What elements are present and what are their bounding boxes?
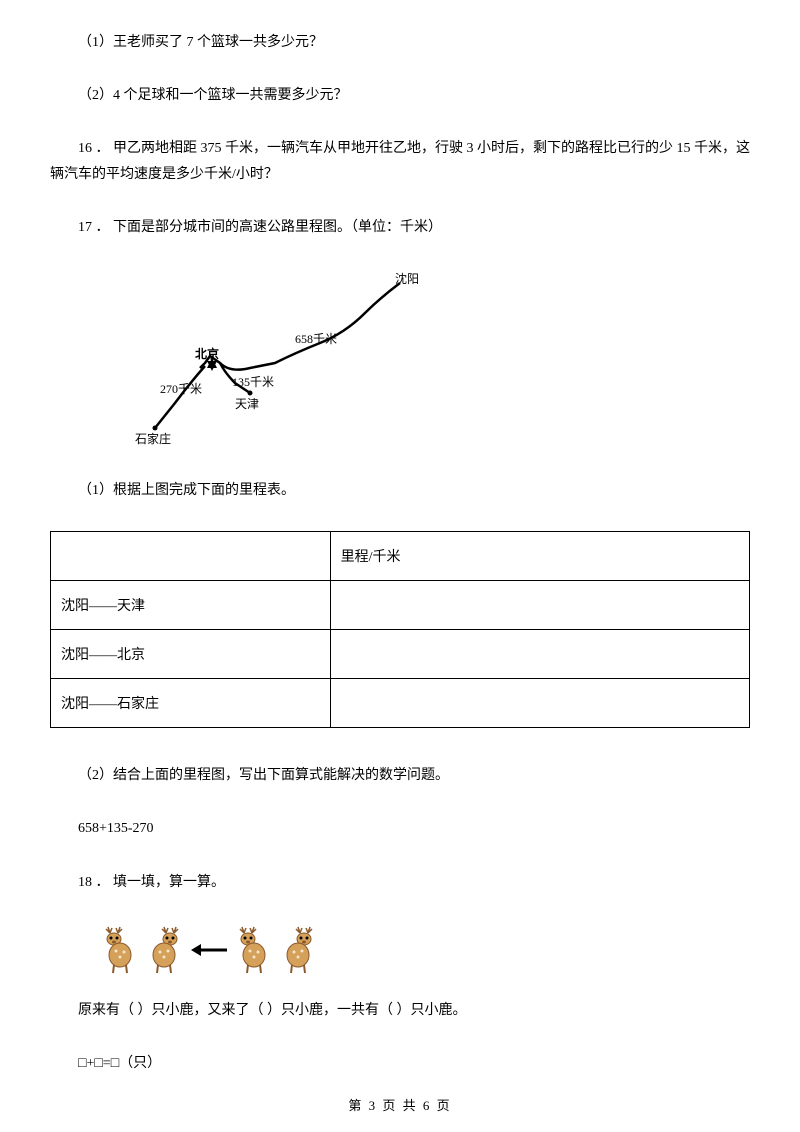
table-value-2 — [330, 630, 749, 679]
deer-illustration — [100, 923, 750, 978]
map-label-shijiazhuang: 石家庄 — [135, 431, 171, 446]
table-value-3 — [330, 679, 749, 728]
deer-icon — [142, 925, 184, 975]
box-equation: □+□=□（只） — [50, 1051, 750, 1076]
table-row: 沈阳——北京 — [51, 630, 750, 679]
question-sub-2: （2）4 个足球和一个篮球一共需要多少元？ — [50, 83, 750, 108]
map-label-shenyang: 沈阳 — [395, 271, 419, 286]
table-route-3: 沈阳——石家庄 — [51, 679, 331, 728]
table-row: 沈阳——天津 — [51, 581, 750, 630]
table-route-2: 沈阳——北京 — [51, 630, 331, 679]
mileage-table: 里程/千米 沈阳——天津 沈阳——北京 沈阳——石家庄 — [50, 531, 750, 728]
deer-icon — [100, 925, 142, 975]
map-path-beijing-shijiazhuang — [155, 366, 205, 428]
map-dist-658: 658千米 — [295, 332, 337, 346]
table-row: 沈阳——石家庄 — [51, 679, 750, 728]
map-dist-135: 135千米 — [232, 375, 274, 389]
question-16: 16 ． 甲乙两地相距 375 千米，一辆汽车从甲地开往乙地，行驶 3 小时后，… — [50, 136, 750, 186]
map-path-shenyang-beijing — [200, 283, 400, 370]
map-label-beijing: 北京 — [195, 346, 219, 361]
table-row: 里程/千米 — [51, 532, 750, 581]
arrow-left-icon — [189, 940, 229, 960]
page-footer: 第 3 页 共 6 页 — [0, 1095, 800, 1114]
question-sub-1: （1）王老师买了 7 个篮球一共多少元？ — [50, 30, 750, 55]
question-17: 17 ． 下面是部分城市间的高速公路里程图。（单位：千米） — [50, 215, 750, 240]
question-18: 18 ． 填一填，算一算。 — [50, 870, 750, 895]
deer-icon — [276, 925, 318, 975]
table-header-blank — [51, 532, 331, 581]
question-17-sub-1: （1）根据上图完成下面的里程表。 — [50, 478, 750, 503]
deer-icon — [234, 925, 276, 975]
question-18-fill: 原来有（ ）只小鹿，又来了（ ）只小鹿，一共有（ ）只小鹿。 — [50, 998, 750, 1023]
table-header-mileage: 里程/千米 — [330, 532, 749, 581]
table-route-1: 沈阳——天津 — [51, 581, 331, 630]
map-label-tianjin: 天津 — [235, 397, 259, 411]
table-value-1 — [330, 581, 749, 630]
question-17-sub-2: （2）结合上面的里程图，写出下面算式能解决的数学问题。 — [50, 763, 750, 788]
math-expression: 658+135-270 — [50, 816, 750, 841]
map-dist-270: 270千米 — [160, 382, 202, 396]
highway-map: 北京 沈阳 天津 石家庄 658千米 135千米 270千米 — [120, 268, 440, 458]
